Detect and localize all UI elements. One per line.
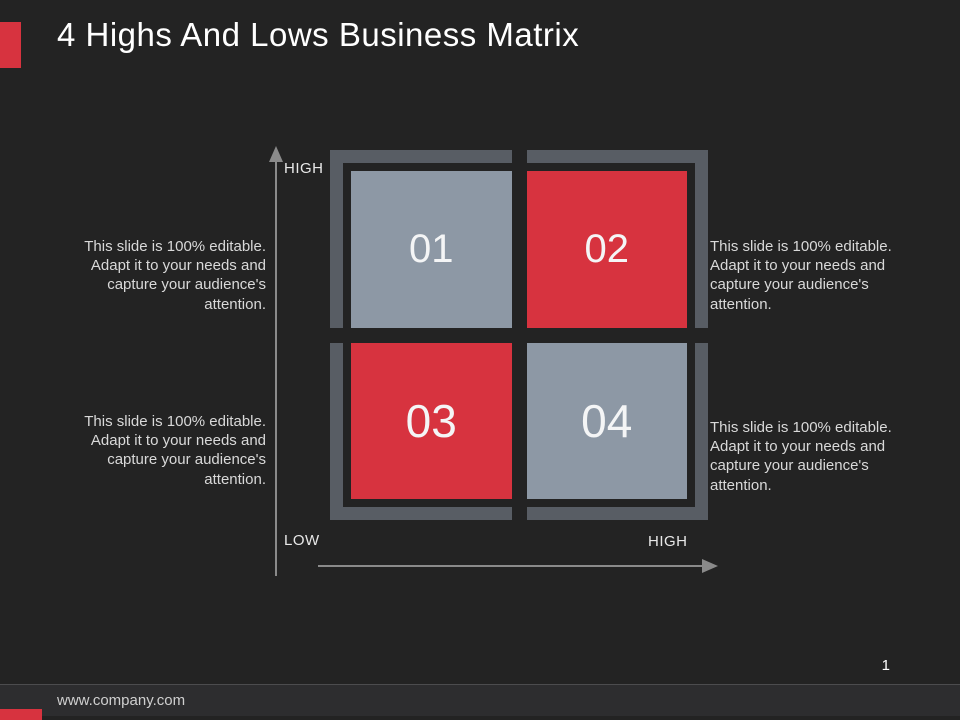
footer-accent-bar — [0, 709, 42, 720]
y-axis-high-label: HIGH — [284, 160, 324, 177]
quadrant-01: 01 — [351, 171, 512, 328]
quadrant-01-label: 01 — [409, 226, 454, 271]
note-bottom-right: This slide is 100% editable. Adapt it to… — [710, 419, 892, 494]
quadrant-03-label: 03 — [405, 394, 457, 447]
quadrant-04-label: 04 — [581, 394, 633, 447]
y-axis-arrow — [266, 146, 286, 576]
note-top-left: This slide is 100% editable. Adapt it to… — [84, 238, 266, 313]
y-axis-low-label: LOW — [284, 532, 320, 549]
footer-website: www.company.com — [57, 692, 186, 709]
x-axis-arrow — [318, 556, 718, 576]
matrix-quadrant-frame: 02 — [526, 150, 708, 328]
note-top-right: This slide is 100% editable. Adapt it to… — [710, 238, 892, 313]
business-matrix: 01 02 03 04 — [330, 150, 708, 520]
quadrant-02: 02 — [526, 171, 687, 328]
matrix-quadrant-frame: 04 — [526, 342, 708, 520]
page-title: 4 Highs And Lows Business Matrix — [57, 16, 580, 53]
x-axis-high-label: HIGH — [648, 533, 688, 550]
title-accent-bar — [0, 22, 21, 68]
page-number: 1 — [881, 657, 890, 674]
matrix-quadrant-frame: 03 — [330, 342, 512, 520]
footer-bar: www.company.com — [0, 684, 960, 716]
quadrant-02-label: 02 — [584, 226, 630, 271]
quadrant-04: 04 — [526, 342, 687, 499]
matrix-quadrant-frame: 01 — [330, 150, 512, 328]
quadrant-03: 03 — [351, 342, 512, 499]
note-bottom-left: This slide is 100% editable. Adapt it to… — [84, 413, 266, 488]
